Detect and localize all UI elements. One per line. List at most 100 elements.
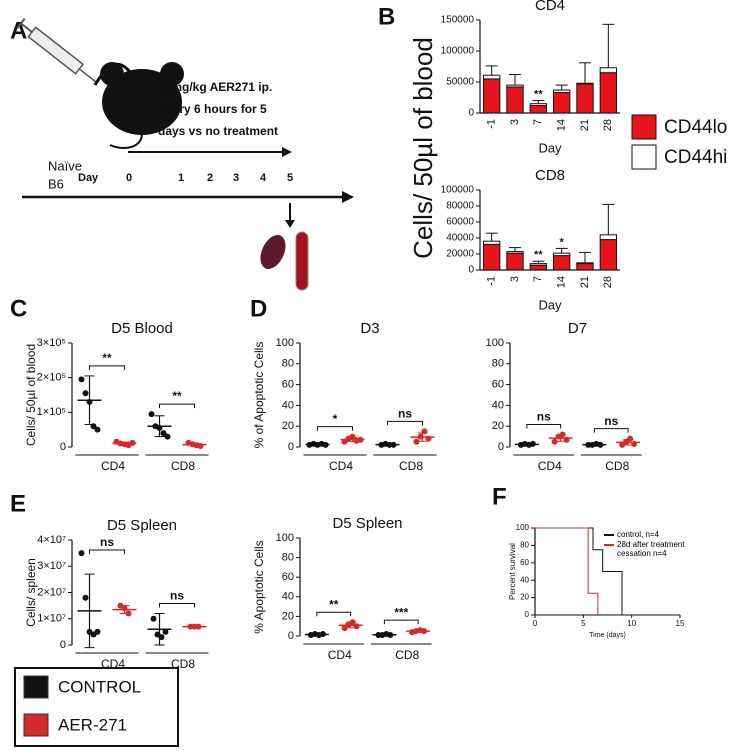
y-tick-label: 1×10⁵ [37,406,66,418]
x-tick-label: 3 [509,276,521,282]
legend-label: control, n=4 [617,530,660,539]
y-axis-label: Cells/ spleen [24,558,38,627]
x-tick-label: CD4 [101,657,125,671]
legend-marker [604,544,614,546]
chart-title: CD8 [535,167,565,184]
mouse [100,62,184,149]
x-tick-label: CD4 [101,459,125,473]
significance: ns [100,535,114,549]
legend-entry: 28d after treatment cessation n=4 [604,540,704,558]
bar-segment [529,264,548,271]
x-tick-label: 21 [579,119,591,131]
legend-swatch [631,144,657,170]
y-tick-label: 100 [516,523,530,532]
treatment-text: Every 6 hours for 5 [158,102,267,116]
x-tick-label: 7 [532,119,544,125]
y-tick-label: 20 [282,420,294,432]
y-tick-label: 40 [282,591,294,603]
survival-curve [535,527,599,615]
y-tick-label: 0 [525,610,530,619]
x-tick-label: 21 [579,276,591,288]
significance: ** [329,597,339,611]
y-tick-label: 40 [492,399,504,411]
x-tick-label: 10 [627,619,636,628]
chart-title: D5 Blood [111,320,173,337]
x-tick-label: CD8 [171,657,195,671]
arrow-head [282,147,292,157]
x-tick-label: 3 [509,119,521,125]
x-axis-label: Day [538,297,562,312]
significance: * [333,412,338,426]
x-tick-label: CD8 [395,648,419,662]
legend-entry: control, n=4 [604,530,704,539]
y-tick-label: 40 [520,575,529,584]
legend-box [14,667,179,747]
significance-bracket [159,603,195,608]
panel-letter: D [250,295,267,322]
y-axis-label: Cells/ 50µl of blood [24,344,38,446]
legend-label: CONTROL [58,677,141,696]
y-tick-label: 80000 [446,201,474,212]
y-tick-label: 3×10⁷ [37,560,66,572]
chart-title: D7 [568,320,587,337]
y-tick-label: 20000 [446,249,474,260]
y-tick-label: 0 [60,639,66,651]
day-label: 3 [233,172,239,184]
y-tick-label: 100 [276,337,294,349]
chart-title: D5 Spleen [332,515,402,532]
data-point [551,438,558,445]
y-axis-label: Percent survival [508,543,517,600]
data-point [94,628,101,635]
x-axis-label: Day [538,140,562,155]
x-tick-label: CD4 [329,459,353,473]
y-tick-label: 60 [520,558,529,567]
data-point [413,438,420,445]
legend-swatch [631,114,657,140]
y-axis-label: Cells/ 50µl of blood [408,37,438,259]
day-label: 0 [126,172,132,184]
significance: ns [537,410,551,424]
bar-segment [506,251,524,254]
significance-bracket [383,619,419,625]
significance: * [560,236,565,248]
bar-segment [599,239,618,271]
data-point [349,433,356,440]
x-tick-label: -1 [486,119,498,129]
data-point [148,411,155,418]
day-label: 4 [260,172,267,184]
legend-marker [604,534,614,536]
x-tick-label: 14 [556,119,568,131]
y-tick-label: 60 [492,379,504,391]
data-point [162,628,169,635]
x-tick-label: 14 [556,276,568,288]
y-tick-label: 80 [282,358,294,370]
y-tick-label: 0 [468,265,474,276]
x-tick-label: 7 [532,276,544,282]
y-tick-label: 100 [486,337,504,349]
significance: ns [398,407,412,421]
bar-segment [483,240,501,245]
significance: ** [172,389,182,403]
chart-title: D5 Spleen [107,517,177,534]
legend-label: CD44hi [664,147,727,168]
significance: *** [394,605,408,619]
x-tick-label: CD4 [538,459,562,473]
y-tick-label: 40 [282,399,294,411]
x-tick-label: 0 [533,619,538,628]
x-axis-label: Time (days) [589,632,626,639]
chart-title: CD4 [535,0,565,14]
bar-segment [576,262,594,265]
treatment-text: 10mg/kg AER271 ip. [158,80,272,94]
y-tick-label: 0 [468,108,474,119]
data-point [94,426,101,433]
mouse-label: B6 [48,176,64,191]
legend-swatch [23,675,49,699]
survival-legend: control, n=4 28d after treatment cessatio… [604,530,704,559]
chart-title: D3 [360,320,379,337]
y-tick-label: 80 [520,541,529,550]
y-tick-label: 60 [282,571,294,583]
legend-label: 28d after treatment cessation n=4 [617,540,685,558]
panel-letter: E [10,490,26,517]
